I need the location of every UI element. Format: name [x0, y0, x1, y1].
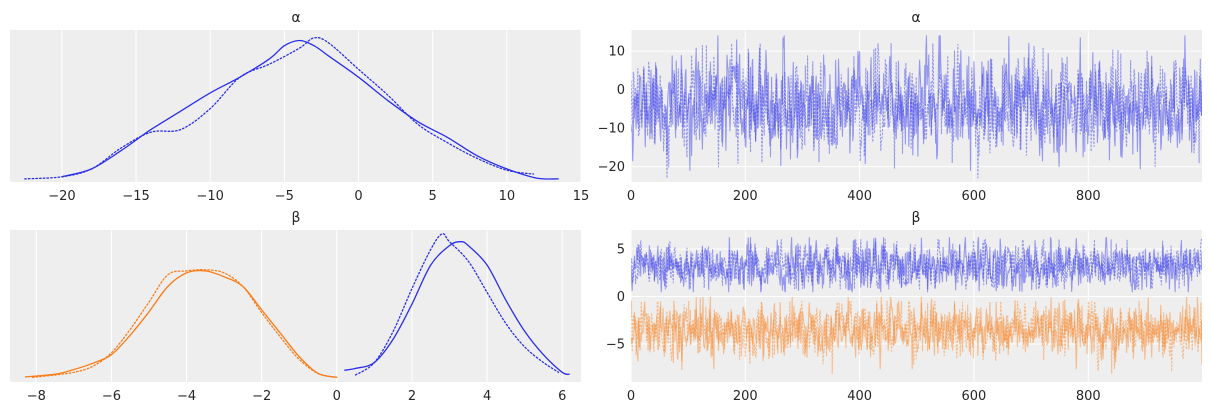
beta-density-series-1-dotted: [31, 269, 338, 378]
alpha-trace-xtick-label: 600: [962, 189, 987, 204]
alpha-trace-xtick-label: 200: [733, 189, 758, 204]
beta-density-series-0-solid: [24, 269, 337, 378]
beta-trace-ytick-label: 0: [617, 290, 625, 305]
alpha-trace-xtick-label: 400: [847, 189, 872, 204]
alpha-trace-series-1-dotted: [631, 42, 1202, 179]
beta-trace-xtick-label: 400: [847, 389, 872, 404]
beta-density-title: β: [292, 210, 301, 226]
alpha-density-xtick-label: 0: [354, 189, 362, 204]
alpha-trace-ytick-label: −20: [598, 160, 625, 175]
alpha-density-xtick-label: −10: [197, 189, 224, 204]
alpha-trace-ytick-label: −10: [598, 122, 625, 137]
beta-density-xtick-label: −6: [102, 389, 121, 404]
alpha-density-xtick-label: −5: [275, 189, 294, 204]
beta-density-xtick-label: 0: [333, 389, 341, 404]
beta-trace-plot-area: [631, 230, 1202, 382]
alpha-trace-panel: α 0 200 400 600 800 10 0 −10 −20: [598, 10, 1202, 204]
beta-density-xtick-label: −2: [252, 389, 271, 404]
beta-trace-series-3-dotted: [631, 300, 1202, 374]
alpha-density-plot-area: [10, 30, 581, 182]
beta-trace-xtick-label: 200: [733, 389, 758, 404]
alpha-trace-xtick-label: 800: [1076, 189, 1101, 204]
beta-density-xtick-label: 4: [483, 389, 491, 404]
beta-density-panel: β −8 −6 −4 −2 0 2 4 6: [10, 210, 581, 404]
alpha-trace-ytick-label: 10: [608, 45, 625, 60]
beta-density-xtick-label: 6: [558, 389, 566, 404]
alpha-density-xtick-label: −20: [48, 189, 75, 204]
beta-trace-title: β: [912, 210, 921, 226]
alpha-density-xtick-label: 10: [499, 189, 516, 204]
beta-trace-xtick-label: 0: [627, 389, 635, 404]
alpha-density-series-1-dotted: [24, 36, 535, 180]
alpha-trace-plot-area: [631, 30, 1202, 182]
alpha-trace-series-0-solid: [631, 35, 1202, 172]
alpha-density-title: α: [291, 10, 300, 26]
beta-trace-series-2-solid: [631, 296, 1202, 370]
alpha-density-panel: α −20 −15 −10 −5 0 5 10 15: [10, 10, 589, 204]
alpha-density-xtick-label: 5: [429, 189, 437, 204]
beta-density-series-3-dotted: [354, 233, 560, 376]
beta-trace-xtick-label: 800: [1076, 389, 1101, 404]
beta-density-xtick-label: 2: [408, 389, 416, 404]
beta-trace-series-1-dotted: [631, 238, 1202, 290]
alpha-density-xtick-label: −15: [122, 189, 149, 204]
alpha-trace-xtick-label: 0: [627, 189, 635, 204]
alpha-density-xtick-label: 15: [573, 189, 590, 204]
beta-trace-series-0-solid: [631, 237, 1202, 293]
beta-density-series-2-solid: [344, 241, 570, 375]
beta-density-xtick-label: −8: [27, 389, 46, 404]
beta-density-xtick-label: −4: [177, 389, 196, 404]
alpha-trace-title: α: [911, 10, 920, 26]
alpha-trace-ytick-label: 0: [617, 83, 625, 98]
beta-trace-xtick-label: 600: [962, 389, 987, 404]
beta-density-plot-area: [10, 230, 581, 382]
beta-trace-ytick-label: 5: [617, 243, 625, 258]
beta-trace-panel: β 0 200 400 600 800 5 0 −5: [606, 210, 1202, 404]
beta-trace-ytick-label: −5: [606, 338, 625, 353]
